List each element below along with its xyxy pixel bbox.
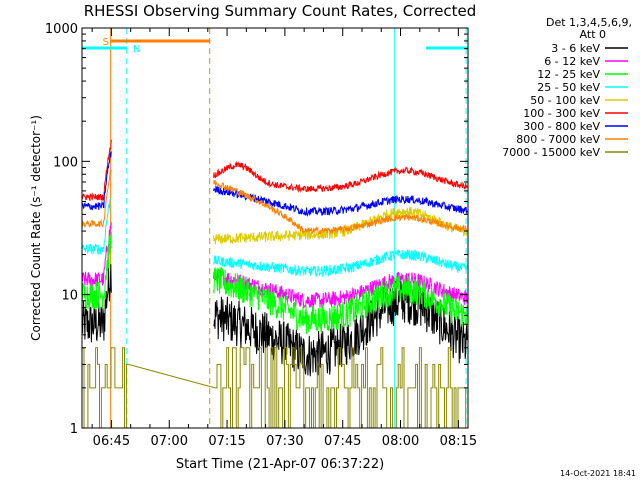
series-line <box>213 206 468 245</box>
series-line <box>82 347 468 428</box>
series-line <box>82 222 112 287</box>
timestamp: 14-Oct-2021 18:41 <box>560 469 636 478</box>
x-tick-label: 08:00 <box>382 434 419 449</box>
interval-label: N <box>133 44 140 55</box>
legend-label: 300 - 800 keV <box>523 120 600 133</box>
series-line <box>82 231 112 311</box>
series-line <box>82 169 112 229</box>
legend-header-line-1: Det 1,3,4,5,6,9, <box>546 16 632 29</box>
series-line <box>213 179 468 235</box>
y-tick-label: 100 <box>53 155 78 170</box>
y-tick-label: 10 <box>61 289 78 304</box>
series-line <box>82 263 112 343</box>
x-tick-label: 08:15 <box>440 434 477 449</box>
x-tick-label: 06:45 <box>93 434 130 449</box>
legend-header-line-2: Att 0 <box>580 28 606 41</box>
y-tick-label: 1000 <box>45 22 78 37</box>
series-line <box>82 139 112 202</box>
series-line <box>82 198 112 255</box>
series-line <box>213 267 468 334</box>
legend-label: 7000 - 15000 keV <box>502 146 600 159</box>
legend-label: 25 - 50 keV <box>537 81 600 94</box>
x-axis-label: Start Time (21-Apr-07 06:37:22) <box>176 457 384 472</box>
legend-label: 100 - 300 keV <box>523 107 600 120</box>
legend-label: 6 - 12 keV <box>544 55 600 68</box>
x-tick-label: 07:45 <box>324 434 361 449</box>
plot-frame <box>81 27 469 429</box>
legend-label: 50 - 100 keV <box>530 94 600 107</box>
legend-label: 12 - 25 keV <box>537 68 600 81</box>
series-line <box>213 279 468 377</box>
x-tick-label: 07:30 <box>266 434 303 449</box>
series-line <box>213 249 468 278</box>
x-tick-label: 07:00 <box>151 434 188 449</box>
x-tick-label: 07:15 <box>208 434 245 449</box>
y-axis-label: Corrected Count Rate (s⁻¹ detector⁻¹) <box>29 115 43 341</box>
series-line <box>213 160 468 193</box>
series-line <box>82 151 112 211</box>
legend-label: 3 - 6 keV <box>551 42 600 55</box>
chart-title: RHESSI Observing Summary Count Rates, Co… <box>84 2 477 20</box>
y-tick-label: 1 <box>70 422 78 437</box>
interval-label: S <box>103 37 109 48</box>
legend-label: 800 - 7000 keV <box>516 133 600 146</box>
